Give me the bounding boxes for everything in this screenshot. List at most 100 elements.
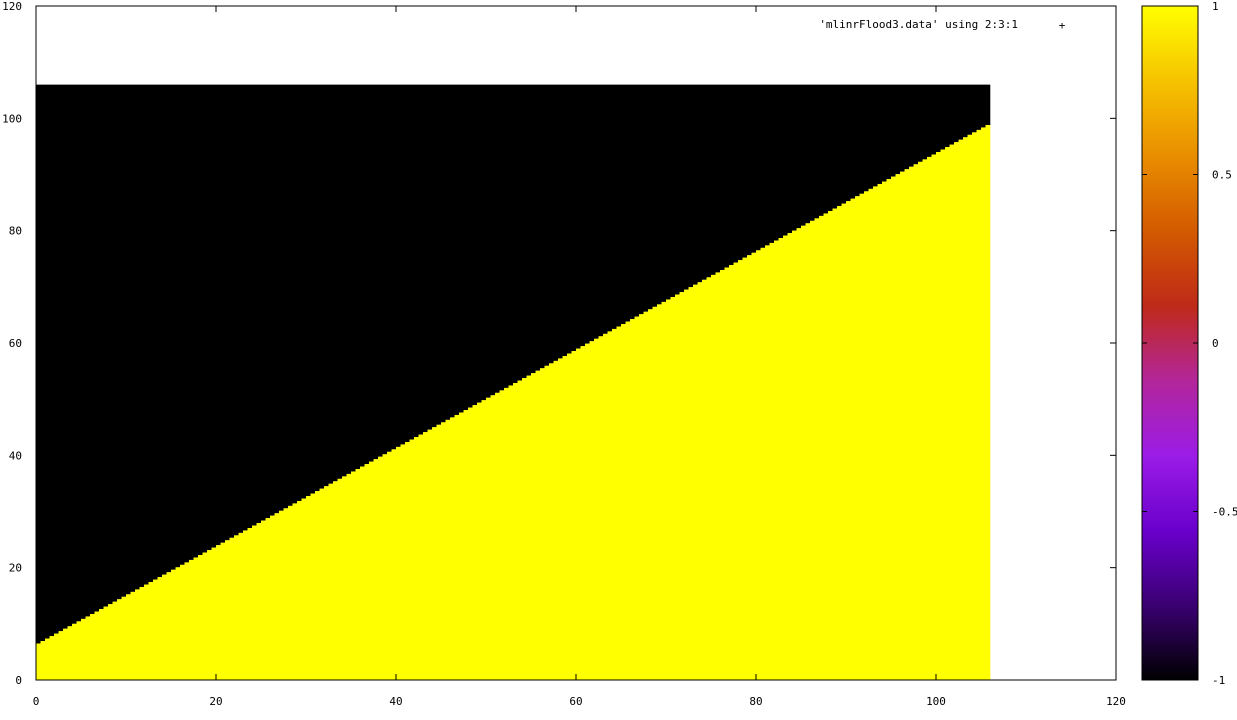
heat-cell-below — [558, 358, 563, 680]
heat-cell-above — [738, 84, 743, 261]
heat-cell-above — [477, 84, 482, 403]
heat-cell-below — [396, 446, 401, 680]
heat-cell-above — [504, 84, 509, 388]
colorbar-tick-label: 1 — [1212, 0, 1219, 13]
heat-cell-below — [427, 429, 433, 680]
heat-cell-below — [409, 439, 415, 680]
heat-cell-below — [810, 220, 815, 680]
y-tick-label: 20 — [9, 562, 22, 575]
heat-cell-above — [99, 84, 104, 610]
heat-cell-below — [252, 525, 257, 680]
heat-cell-below — [711, 274, 716, 680]
y-axis-ticks: 0 20 40 60 80 100 120 — [2, 0, 1116, 687]
heat-cell-below — [333, 481, 338, 680]
heat-cell-above — [670, 84, 676, 298]
heat-cell-above — [747, 84, 752, 256]
heat-cell-below — [225, 540, 230, 680]
heat-cell-below — [580, 346, 586, 680]
heat-cell-below — [72, 623, 77, 680]
heat-cell-above — [783, 84, 788, 236]
heat-cell-above — [396, 84, 401, 447]
heat-cell-above — [544, 84, 550, 366]
heat-cell-below — [45, 638, 50, 680]
heat-cell-above — [445, 84, 451, 420]
heat-cell-above — [58, 84, 64, 632]
heat-cell-above — [616, 84, 622, 327]
heat-cell-below — [301, 498, 307, 680]
heat-cell-below — [742, 257, 748, 680]
colorbar: 1 0.5 0 -0.5 -1 — [1141, 0, 1237, 687]
heat-cell-above — [571, 84, 577, 352]
heat-cell-below — [90, 614, 95, 680]
heat-cell-below — [216, 545, 221, 680]
heat-cell-below — [819, 215, 824, 680]
y-tick-label: 60 — [9, 337, 22, 350]
heat-cell-above — [247, 84, 253, 528]
heat-cell-below — [562, 355, 568, 680]
heat-cell-above — [175, 84, 181, 568]
heat-cell-above — [369, 84, 374, 462]
heat-cell-below — [58, 631, 64, 680]
heat-cell-above — [337, 84, 343, 479]
heat-cell-above — [121, 84, 127, 597]
heat-cell-above — [855, 84, 860, 197]
heat-cell-below — [288, 505, 293, 680]
heat-cell-below — [630, 319, 635, 680]
heat-cell-below — [139, 586, 145, 680]
heat-cell-below — [400, 444, 406, 680]
heat-cell-below — [945, 147, 950, 680]
heat-cell-below — [661, 301, 667, 680]
heat-cell-below — [445, 419, 451, 680]
heat-cell-above — [171, 84, 176, 570]
heat-cell-below — [778, 238, 784, 680]
x-tick-label: 0 — [33, 695, 40, 708]
heat-cell-below — [832, 208, 838, 681]
heat-cell-above — [697, 84, 703, 283]
heat-cell-below — [972, 132, 977, 680]
heat-cell-above — [778, 84, 784, 239]
heat-cell-below — [373, 459, 379, 680]
heat-cell-above — [859, 84, 865, 194]
heat-cell-below — [931, 154, 937, 681]
heat-cell-above — [72, 84, 77, 624]
heat-cell-above — [450, 84, 455, 418]
heat-cell-above — [769, 84, 775, 243]
heat-cell-below — [265, 518, 271, 680]
heat-cell-below — [418, 434, 424, 680]
heat-cell-above — [387, 84, 392, 452]
heat-cell-above — [67, 84, 73, 627]
heat-cell-below — [297, 500, 302, 680]
heat-cell-above — [153, 84, 158, 580]
heat-cell-above — [985, 84, 991, 126]
heat-cell-below — [517, 380, 523, 680]
heat-cell-above — [729, 84, 734, 266]
heat-cell-below — [495, 392, 500, 680]
heat-cell-above — [310, 84, 316, 494]
heat-cell-below — [765, 245, 770, 681]
heat-cell-above — [517, 84, 523, 381]
heat-cell-above — [261, 84, 266, 521]
heat-cell-below — [157, 577, 163, 680]
heat-cell-below — [81, 618, 86, 680]
heat-cell-above — [342, 84, 347, 477]
heat-cell-above — [958, 84, 964, 140]
heat-cell-above — [256, 84, 262, 524]
heat-cell-below — [382, 454, 388, 680]
heat-cell-below — [823, 213, 829, 680]
heat-cell-below — [684, 289, 689, 680]
heat-cell-below — [49, 636, 55, 680]
heat-cell-below — [909, 166, 914, 680]
heat-cell-above — [927, 84, 932, 157]
heat-cell-above — [711, 84, 716, 275]
heat-cell-above — [85, 84, 91, 617]
heat-cell-below — [423, 432, 428, 680]
heat-cell-above — [981, 84, 986, 128]
heat-cell-below — [481, 400, 487, 680]
heat-cell-below — [369, 461, 374, 680]
heat-cell-above — [202, 84, 208, 553]
heat-cell-below — [954, 142, 959, 680]
heat-cell-below — [324, 486, 329, 680]
heat-cell-above — [976, 84, 982, 130]
heat-cell-below — [283, 508, 289, 680]
heat-cell-below — [319, 488, 325, 680]
